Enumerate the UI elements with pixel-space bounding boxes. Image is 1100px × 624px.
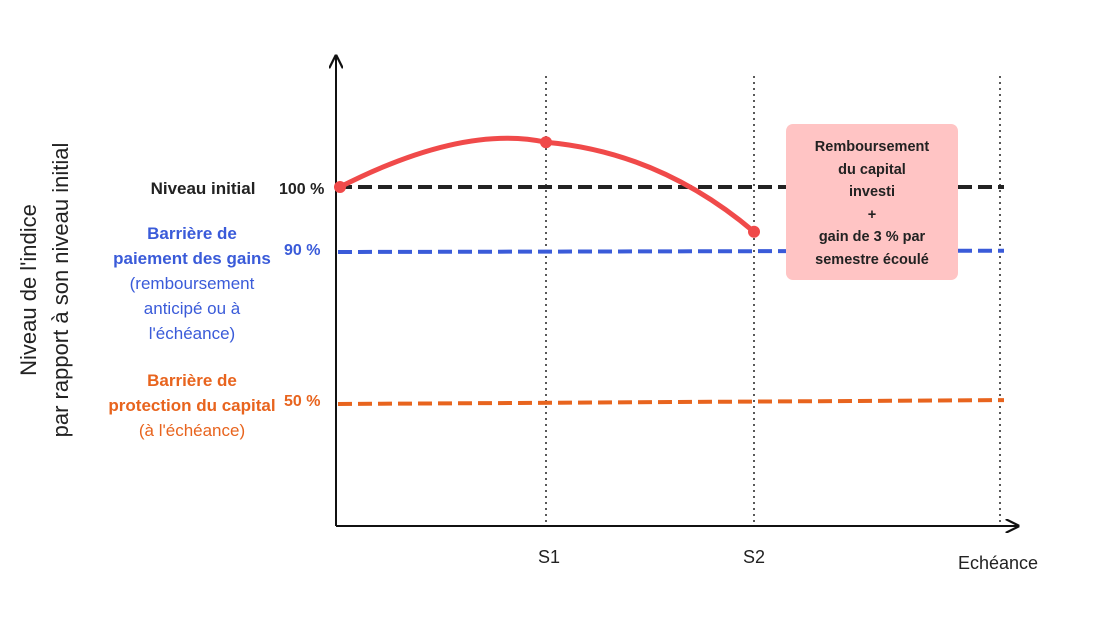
initial-level-label-line: Niveau initial <box>150 179 256 198</box>
gains-barrier-value: 90 % <box>284 242 321 259</box>
series-point-1 <box>540 136 552 149</box>
callout-line-2: du capital <box>838 161 906 178</box>
series-line <box>337 135 757 235</box>
series-point-0 <box>334 181 346 193</box>
callout-line-5: gain de 3 % par <box>818 229 926 245</box>
x-tick-label-s2: S2 <box>743 547 766 567</box>
x-tick-label-s1: S1 <box>538 547 561 567</box>
reference-line-gains <box>337 248 1005 254</box>
gains-barrier-line-2: paiement des gains <box>113 249 271 268</box>
initial-level-value: 100 % <box>279 181 325 198</box>
gains-barrier-sub-2: anticipé ou à <box>143 299 241 318</box>
gains-barrier-line-1: Barrière de <box>147 224 237 243</box>
callout-line-6: semestre écoulé <box>815 251 929 268</box>
capital-barrier-sub-1: (à l'échéance) <box>138 421 246 440</box>
callout-line-4: + <box>867 206 877 223</box>
callout-box: Remboursement du capital investi + gain … <box>786 124 958 280</box>
y-axis-title-line-1: Niveau de l'indice <box>16 204 41 376</box>
reference-line-capital <box>337 398 1005 406</box>
series-point-2 <box>748 225 760 238</box>
y-axis-title-line-2: par rapport à son niveau initial <box>48 142 73 438</box>
capital-barrier-line-2: protection du capital <box>108 396 276 415</box>
callout-line-1: Remboursement <box>814 139 930 155</box>
capital-barrier-label: Barrière de protection du capital (à l'é… <box>90 368 294 443</box>
gains-barrier-sub-1: (remboursement <box>129 274 255 293</box>
callout-line-3: investi <box>849 184 895 200</box>
x-axis-end-label: Echéance <box>958 553 1039 573</box>
gains-barrier-sub-3: l'échéance) <box>148 324 236 343</box>
capital-barrier-value: 50 % <box>284 393 321 410</box>
initial-level-label: Niveau initial <box>115 176 291 201</box>
capital-barrier-line-1: Barrière de <box>147 371 237 390</box>
gains-barrier-label: Barrière de paiement des gains (rembours… <box>100 221 284 346</box>
